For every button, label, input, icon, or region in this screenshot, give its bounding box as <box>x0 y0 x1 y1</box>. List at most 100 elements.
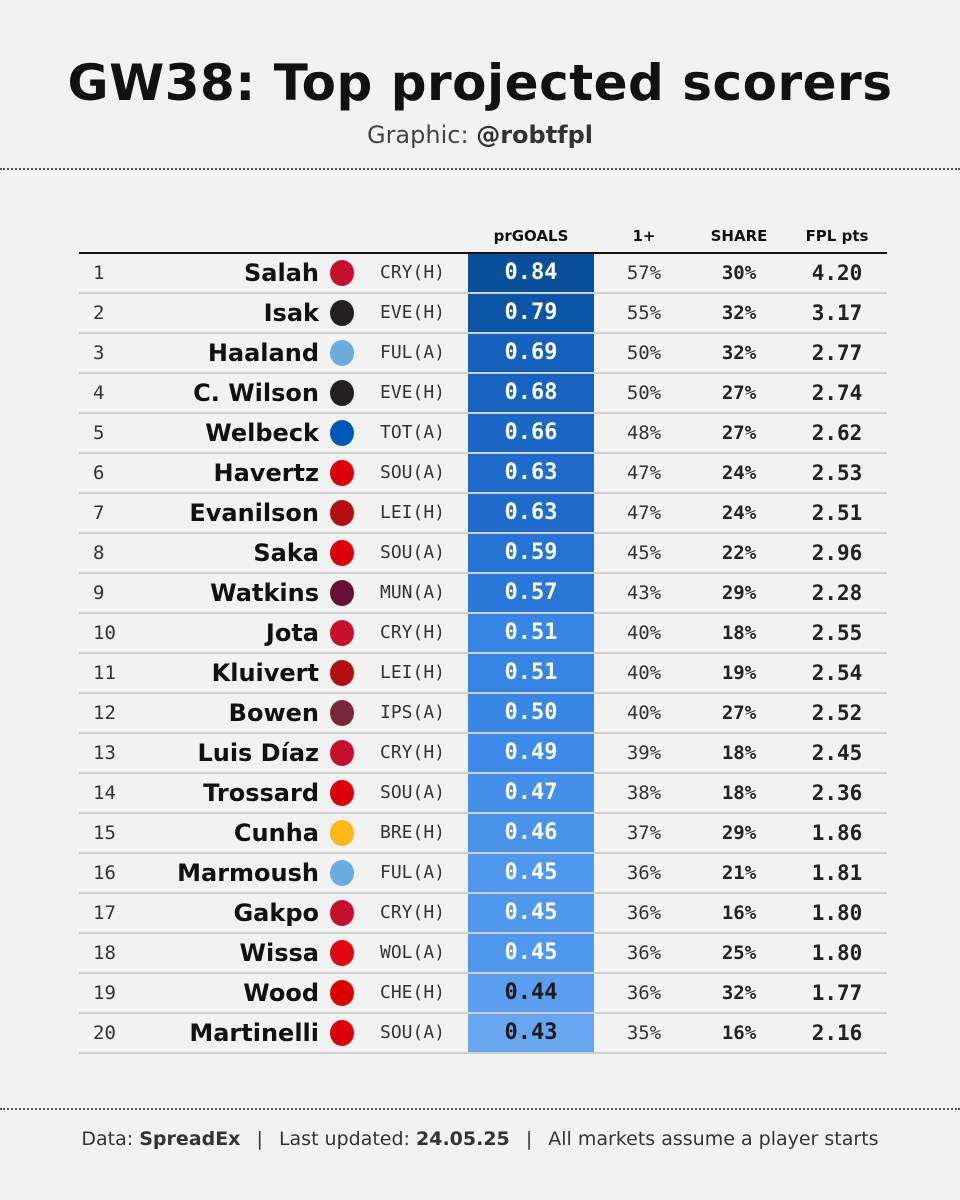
table-row: 4 C. Wilson EVE(H) 0.68 50% 27% 2.74 <box>79 374 887 414</box>
player-name: Cunha <box>233 819 319 847</box>
table-row: 10 Jota CRY(H) 0.51 40% 18% 2.55 <box>79 614 887 654</box>
club-badge <box>328 774 356 812</box>
rank-cell: 4 <box>93 382 105 404</box>
rank-cell: 6 <box>93 462 105 484</box>
nottm-forest-badge-icon <box>330 980 354 1006</box>
opponent-cell: BRE(H) <box>380 822 446 843</box>
subtitle: Graphic: @robtfpl <box>0 118 960 152</box>
opponent-cell: CHE(H) <box>380 982 446 1003</box>
fpl-pts-cell: 4.20 <box>811 261 863 285</box>
share-cell: 32% <box>721 302 757 324</box>
table-row: 12 Bowen IPS(A) 0.50 40% 27% 2.52 <box>79 694 887 734</box>
share-cell: 29% <box>721 582 757 604</box>
table-row: 1 Salah CRY(H) 0.84 57% 30% 4.20 <box>79 254 887 294</box>
opponent-cell: CRY(H) <box>380 622 446 643</box>
one-plus-cell: 40% <box>626 702 662 724</box>
one-plus-cell: 48% <box>626 422 662 444</box>
player-name: Trossard <box>203 779 319 807</box>
opponent-cell: SOU(A) <box>380 1022 446 1043</box>
table-row: 16 Marmoush FUL(A) 0.45 36% 21% 1.81 <box>79 854 887 894</box>
one-plus-cell: 50% <box>626 382 662 404</box>
share-cell: 24% <box>721 462 757 484</box>
fpl-pts-cell: 1.86 <box>811 821 863 845</box>
club-badge <box>328 854 356 892</box>
opponent-cell: FUL(A) <box>380 862 446 883</box>
share-cell: 24% <box>721 502 757 524</box>
one-plus-cell: 37% <box>626 822 662 844</box>
one-plus-cell: 38% <box>626 782 662 804</box>
prgoals-cell: 0.66 <box>468 414 594 452</box>
prgoals-cell: 0.45 <box>468 854 594 892</box>
fpl-pts-cell: 2.54 <box>811 661 863 685</box>
player-name: Kluivert <box>211 659 319 687</box>
fpl-pts-cell: 2.28 <box>811 581 863 605</box>
arsenal-badge-icon <box>330 780 354 806</box>
prgoals-cell: 0.47 <box>468 774 594 812</box>
player-name: Haaland <box>207 339 319 367</box>
opponent-cell: MUN(A) <box>380 582 446 603</box>
bottom-divider <box>0 1108 960 1110</box>
table-body: 1 Salah CRY(H) 0.84 57% 30% 4.20 2 Isak EVE(H) 0.7… <box>79 254 887 1054</box>
newcastle-badge-icon <box>330 380 354 406</box>
page-title: GW38: Top projected scorers <box>67 54 893 112</box>
liverpool-badge-icon <box>330 740 354 766</box>
fpl-pts-cell: 2.96 <box>811 541 863 565</box>
fpl-pts-cell: 2.55 <box>811 621 863 645</box>
one-plus-cell: 35% <box>626 1022 662 1044</box>
bournemouth-badge-icon <box>330 500 354 526</box>
opponent-cell: LEI(H) <box>380 502 446 523</box>
club-badge <box>328 454 356 492</box>
col-header-fpl-pts: FPL pts <box>805 227 869 245</box>
prgoals-cell: 0.84 <box>468 254 594 292</box>
opponent-cell: EVE(H) <box>380 302 446 323</box>
prgoals-cell: 0.59 <box>468 534 594 572</box>
club-badge <box>328 414 356 452</box>
footer-data-label: Data: <box>81 1128 134 1150</box>
club-badge <box>328 814 356 852</box>
opponent-cell: FUL(A) <box>380 342 446 363</box>
opponent-cell: CRY(H) <box>380 742 446 763</box>
table-row: 6 Havertz SOU(A) 0.63 47% 24% 2.53 <box>79 454 887 494</box>
club-badge <box>328 934 356 972</box>
footer-separator: | <box>525 1128 533 1150</box>
share-cell: 27% <box>721 422 757 444</box>
arsenal-badge-icon <box>330 1020 354 1046</box>
fpl-pts-cell: 2.62 <box>811 421 863 445</box>
share-cell: 16% <box>721 1022 757 1044</box>
one-plus-cell: 57% <box>626 262 662 284</box>
rank-cell: 14 <box>93 782 116 804</box>
club-badge <box>328 574 356 612</box>
arsenal-badge-icon <box>330 540 354 566</box>
opponent-cell: CRY(H) <box>380 902 446 923</box>
col-header-one-plus: 1+ <box>632 227 656 245</box>
table-row: 15 Cunha BRE(H) 0.46 37% 29% 1.86 <box>79 814 887 854</box>
player-name: Isak <box>263 299 319 327</box>
club-badge <box>328 494 356 532</box>
fpl-pts-cell: 1.80 <box>811 941 863 965</box>
aston-villa-badge-icon <box>330 580 354 606</box>
share-cell: 27% <box>721 702 757 724</box>
liverpool-badge-icon <box>330 620 354 646</box>
opponent-cell: TOT(A) <box>380 422 446 443</box>
bournemouth-badge-icon <box>330 660 354 686</box>
player-name: Wood <box>243 979 319 1007</box>
club-badge <box>328 374 356 412</box>
rank-cell: 8 <box>93 542 105 564</box>
opponent-cell: CRY(H) <box>380 262 446 283</box>
player-name: Havertz <box>213 459 319 487</box>
prgoals-cell: 0.46 <box>468 814 594 852</box>
share-cell: 29% <box>721 822 757 844</box>
subtitle-prefix: Graphic: <box>366 121 469 149</box>
prgoals-cell: 0.63 <box>468 494 594 532</box>
opponent-cell: EVE(H) <box>380 382 446 403</box>
player-name: Marmoush <box>177 859 319 887</box>
brighton-badge-icon <box>330 420 354 446</box>
share-cell: 22% <box>721 542 757 564</box>
fpl-pts-cell: 2.52 <box>811 701 863 725</box>
newcastle-badge-icon <box>330 300 354 326</box>
fpl-pts-cell: 2.16 <box>811 1021 863 1045</box>
opponent-cell: SOU(A) <box>380 782 446 803</box>
prgoals-cell: 0.63 <box>468 454 594 492</box>
footer-note: All markets assume a player starts <box>548 1128 879 1150</box>
man-city-badge-icon <box>330 340 354 366</box>
